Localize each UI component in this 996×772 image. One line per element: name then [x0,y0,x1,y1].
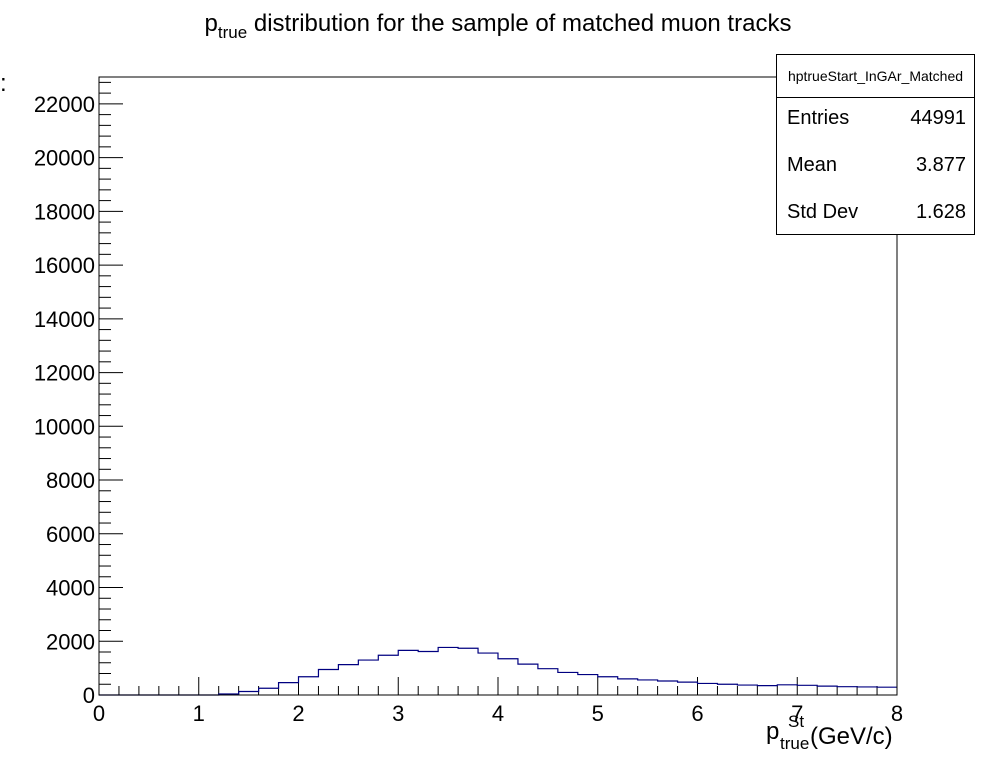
stats-box-title: hptrueStart_InGAr_Matched [777,55,974,98]
y-tick-label: 6000 [46,522,95,547]
stats-label: Std Dev [787,201,859,223]
x-axis-label: p St true (GeV/c) [766,712,893,753]
x-axis-label-superscript: St [788,712,805,731]
y-tick-label: 4000 [46,576,95,601]
x-tick-label: 8 [891,701,903,726]
y-axis-label-fragment: : [0,70,7,97]
y-tick-label: 18000 [34,199,95,224]
x-tick-label: 5 [592,701,604,726]
y-tick-label: 2000 [46,629,95,654]
y-tick-label: 20000 [34,146,95,171]
title-subscript: true [217,23,248,42]
title-rest: distribution for the sample of matched m… [247,10,792,37]
title-main: p [204,10,218,37]
x-tick-label: 0 [93,701,105,726]
stats-value: 1.628 [915,201,966,223]
stats-label: Entries [787,107,850,129]
chart-title: ptrue distribution for the sample of mat… [0,10,996,42]
y-tick-label: 22000 [34,92,95,117]
y-tick-label: 10000 [34,414,95,439]
x-tick-label: 1 [193,701,205,726]
stats-box: hptrueStart_InGAr_Matched Entries 44991 … [776,54,975,235]
stats-value: 44991 [910,107,966,129]
stats-row-entries: Entries 44991 [787,107,966,130]
y-tick-label: 16000 [34,253,95,278]
stats-value: 3.877 [915,154,966,176]
stats-row-stddev: Std Dev 1.628 [787,201,966,224]
x-tick-label: 7 [791,701,803,726]
y-tick-label: 0 [83,683,95,708]
x-tick-label: 2 [292,701,304,726]
y-tick-label: 14000 [34,307,95,332]
plot-frame [98,76,898,696]
stats-row-mean: Mean 3.877 [787,154,966,177]
y-tick-label: 12000 [34,361,95,386]
x-axis-label-unit: (GeV/c) [810,723,893,750]
y-tick-label: 8000 [46,468,95,493]
x-tick-label: 6 [691,701,703,726]
x-axis-label-main: p [766,718,780,745]
x-tick-label: 3 [392,701,404,726]
x-tick-label: 4 [492,701,504,726]
stats-label: Mean [787,154,838,176]
x-axis-label-subscript: true [780,734,810,753]
histogram-line [99,646,897,696]
